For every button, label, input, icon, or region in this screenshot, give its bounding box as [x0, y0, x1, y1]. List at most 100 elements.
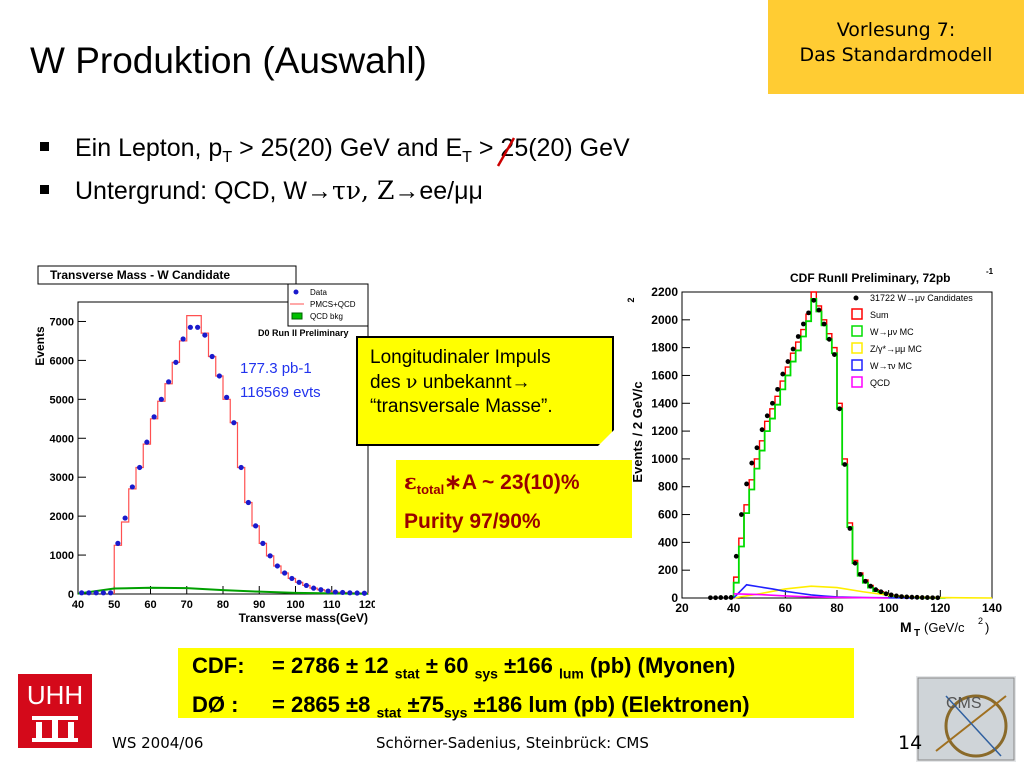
data-point: [728, 595, 734, 600]
result-sub: sys: [444, 704, 468, 721]
data-point: [115, 540, 121, 546]
data-point: [795, 334, 801, 339]
result-text: ±75: [401, 692, 445, 718]
bullet-text: τν, Z: [332, 176, 395, 205]
x-axis-superscript: 2: [978, 616, 983, 626]
data-point: [785, 359, 791, 364]
data-point: [238, 464, 244, 471]
data-point: [857, 571, 863, 577]
efficiency-box: εtotal∗A ~ 23(10)% Purity 97/90%: [396, 460, 632, 538]
y-tick-label: 2200: [651, 285, 678, 299]
legend-marker-data: [293, 289, 299, 295]
note-text: unbekannt: [417, 372, 512, 393]
x-tick-label: 80: [217, 599, 229, 611]
x-tick-label: 40: [72, 599, 84, 611]
data-point: [847, 526, 853, 531]
data-point: [733, 553, 739, 559]
legend-label: Z/γ*→μμ MC: [870, 344, 922, 354]
data-point: [187, 324, 193, 330]
plot-frame: [681, 291, 993, 599]
lecture-topic: Das Standardmodell: [799, 44, 993, 66]
data-point: [354, 590, 360, 596]
y-tick-label: 1000: [651, 452, 678, 466]
result-text: (pb) (Myonen): [583, 653, 736, 678]
result-text: ± 60: [419, 653, 475, 678]
y-tick-label: 1000: [50, 550, 74, 562]
data-point: [930, 595, 935, 601]
data-point: [282, 570, 288, 576]
data-point: [173, 359, 179, 365]
data-point: [749, 460, 755, 466]
note-line: des ν unbekannt→: [370, 370, 600, 395]
y-tick-label: 1200: [651, 424, 678, 438]
result-sub: sys: [474, 665, 498, 682]
y-tick-label: 800: [658, 480, 678, 494]
data-point: [821, 321, 827, 327]
data-point: [744, 481, 749, 487]
y-tick-label: 2000: [50, 511, 74, 523]
note-line: Longitudinaler Impuls: [370, 347, 551, 368]
x-axis-label: M: [900, 619, 912, 635]
y-tick-label: 1400: [651, 396, 678, 410]
legend-marker: [853, 295, 859, 301]
page-number: 14: [898, 732, 923, 754]
data-point: [816, 307, 822, 313]
data-point: [894, 593, 899, 599]
data-point: [899, 594, 904, 600]
data-point: [919, 595, 925, 600]
x-axis-subscript: T: [914, 628, 920, 639]
data-point: [925, 595, 930, 600]
y-tick-label: 0: [68, 589, 74, 601]
data-point: [209, 353, 215, 360]
note-box: Longitudinaler Impuls des ν unbekannt→ “…: [356, 336, 614, 446]
data-point: [137, 464, 143, 471]
x-tick-label: 50: [108, 599, 120, 611]
data-point: [775, 386, 780, 392]
data-point: [873, 587, 879, 593]
data-point: [888, 592, 894, 598]
note-text: des: [370, 372, 406, 393]
data-point: [224, 394, 230, 400]
result-text: ±166: [497, 653, 559, 678]
result-sub: stat: [376, 704, 402, 721]
x-tick-label: 40: [727, 601, 741, 615]
data-point: [195, 324, 201, 330]
uhh-logo-text: UHH: [27, 680, 83, 710]
x-axis-unit-end: ): [985, 620, 989, 635]
efficiency-line: εtotal∗A ~ 23(10)%: [404, 466, 632, 506]
note-line: “transversale Masse”.: [370, 396, 553, 417]
data-point: [790, 346, 796, 352]
result-sub: lum: [558, 665, 584, 682]
result-text: = 2865 ±8: [272, 692, 377, 718]
data-point: [723, 595, 729, 600]
footer-authors: Schörner-Sadenius, Steinbrück: CMS: [376, 734, 649, 752]
y-tick-label: 1800: [651, 341, 678, 355]
y-tick-label: 600: [658, 508, 678, 522]
data-point: [904, 594, 910, 600]
lecture-number: Vorlesung 7:: [836, 19, 956, 41]
data-point: [289, 575, 295, 582]
data-point: [216, 373, 222, 379]
x-tick-label: 90: [253, 599, 265, 611]
x-axis-label: Transverse mass(GeV): [239, 611, 368, 625]
y-tick-label: 3000: [50, 472, 74, 484]
neutrino-symbol: ν: [405, 371, 418, 393]
qcd-bkg-line: [77, 586, 369, 595]
x-tick-label: 80: [830, 601, 844, 615]
data-point: [303, 582, 309, 589]
data-point: [108, 590, 114, 596]
data-point: [832, 352, 837, 357]
y-tick-label: 6000: [50, 355, 74, 367]
data-point: [151, 414, 157, 420]
legend-marker: [851, 308, 863, 320]
data-point: [837, 406, 842, 412]
legend-label: W→τν MC: [870, 361, 913, 371]
data-point: [780, 371, 786, 377]
x-tick-label: 60: [144, 599, 156, 611]
data-point: [180, 336, 186, 342]
result-text: ±186 lum (pb) (Elektronen): [467, 692, 750, 718]
footer-semester: WS 2004/06: [112, 734, 204, 752]
result-label: CDF:: [192, 653, 245, 678]
data-point: [318, 587, 324, 593]
data-point: [253, 523, 259, 529]
